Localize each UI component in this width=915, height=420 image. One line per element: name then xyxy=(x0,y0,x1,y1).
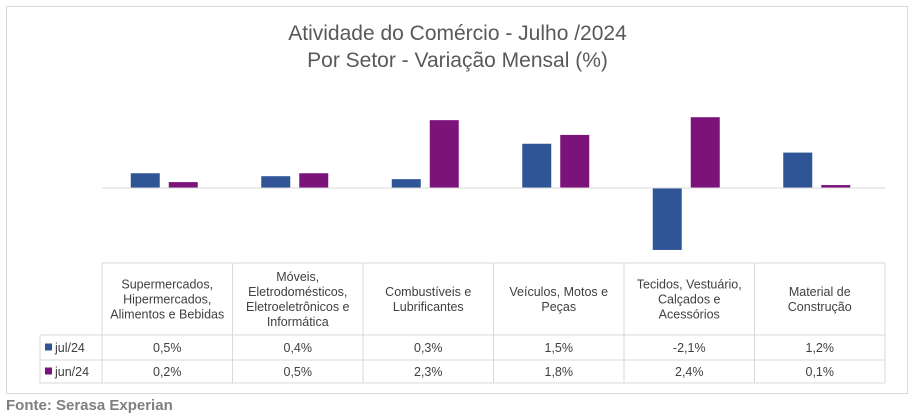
category-label: Construção xyxy=(788,300,852,314)
category-label: Combustíveis e xyxy=(385,285,471,299)
bar-jul-24-0 xyxy=(130,173,160,188)
category-label: Material de xyxy=(789,285,851,299)
data-label: 0,1% xyxy=(806,365,835,379)
series-name: jul/24 xyxy=(54,341,85,355)
chart-title: Atividade do Comércio - Julho /2024 xyxy=(288,22,627,45)
data-label: -2,1% xyxy=(673,341,706,355)
category-label: Acessórios xyxy=(659,308,720,322)
data-label: 2,3% xyxy=(414,365,443,379)
legend-key-jul-24 xyxy=(45,343,52,351)
bar-jun-24-2 xyxy=(429,120,459,188)
category-label: Peças xyxy=(541,300,576,314)
category-label: Eletrodomésticos, xyxy=(248,285,347,299)
data-label: 1,5% xyxy=(545,341,574,355)
bar-jun-24-5 xyxy=(821,185,851,188)
category-label: Informática xyxy=(267,315,329,329)
bar-jul-24-5 xyxy=(783,152,813,188)
bar-jul-24-1 xyxy=(261,176,291,188)
bar-jun-24-3 xyxy=(560,134,590,188)
category-label: Hipermercados, xyxy=(123,293,211,307)
data-label: 0,5% xyxy=(153,341,182,355)
chart-title-block: Atividade do Comércio - Julho /2024 Por … xyxy=(0,20,915,74)
category-label: Alimentos e Bebidas xyxy=(110,308,224,322)
category-label: Veículos, Motos e xyxy=(509,285,608,299)
chart-frame xyxy=(6,6,908,394)
category-label: Móveis, xyxy=(276,270,319,284)
category-label: Calçados e xyxy=(658,293,721,307)
legend-key-jun-24 xyxy=(45,367,52,375)
series-name: jun/24 xyxy=(54,365,89,379)
category-label: Supermercados, xyxy=(121,278,213,292)
category-label: Lubrificantes xyxy=(393,300,464,314)
source-note: Fonte: Serasa Experian xyxy=(6,397,173,414)
category-label: Tecidos, Vestuário, xyxy=(637,278,742,292)
bar-jun-24-4 xyxy=(690,117,720,188)
data-label: 0,5% xyxy=(284,365,313,379)
data-label: 1,2% xyxy=(806,341,835,355)
data-label: 1,8% xyxy=(545,365,574,379)
data-label: 0,4% xyxy=(284,341,313,355)
data-label: 0,3% xyxy=(414,341,443,355)
category-label: Eletroeletrônicos e xyxy=(246,300,350,314)
data-label: 2,4% xyxy=(675,365,704,379)
data-label: 0,2% xyxy=(153,365,182,379)
bar-jul-24-3 xyxy=(522,143,552,188)
bar-jun-24-0 xyxy=(168,182,198,188)
bar-jul-24-4 xyxy=(652,188,682,250)
chart-subtitle: Por Setor - Variação Mensal (%) xyxy=(307,49,608,72)
bar-jul-24-2 xyxy=(391,179,421,188)
bar-jun-24-1 xyxy=(299,173,329,188)
